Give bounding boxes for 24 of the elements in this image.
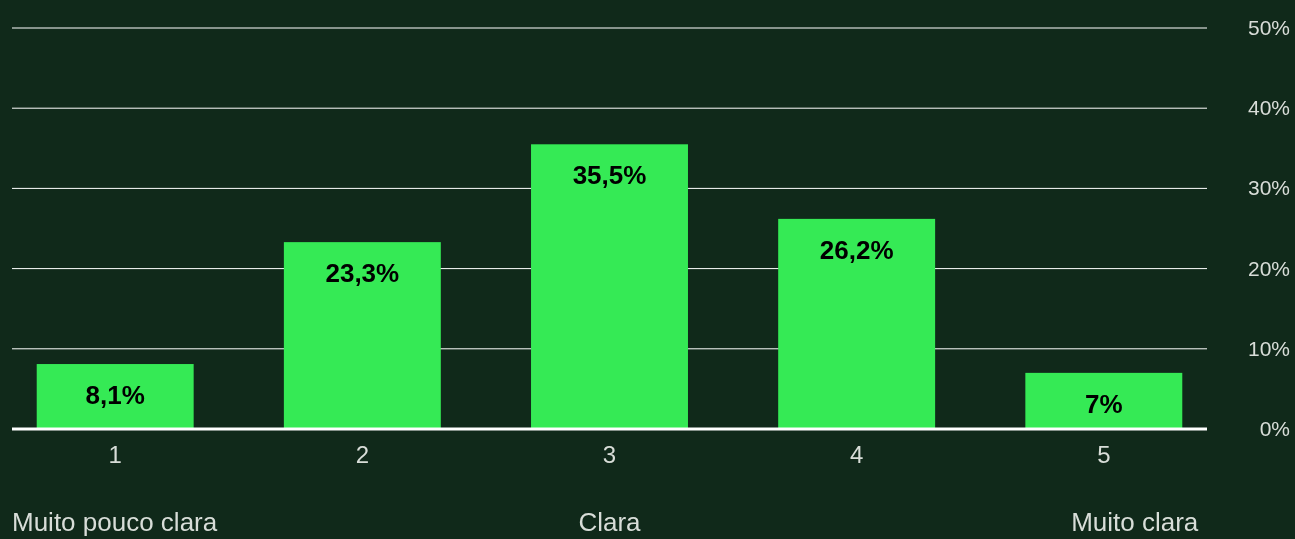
- data-label: 8,1%: [85, 380, 145, 411]
- y-tick-label: 0%: [1259, 417, 1290, 440]
- x-tick-label: 4: [849, 441, 864, 468]
- data-label: 35,5%: [572, 160, 647, 191]
- y-tick-label: 40%: [1247, 96, 1290, 120]
- bar: [531, 144, 688, 429]
- data-label: 7%: [1085, 388, 1123, 419]
- text: Clara: [578, 507, 642, 537]
- text: Muito pouco clara: [12, 507, 218, 537]
- bar: [1025, 372, 1183, 429]
- x-tick-label: 2: [355, 441, 370, 468]
- x-tick-label: 5: [1097, 441, 1111, 468]
- text: Muito clara: [1071, 507, 1199, 537]
- x-tick-label: 1: [108, 441, 122, 468]
- y-tick-label: 10%: [1247, 336, 1290, 360]
- bar: [778, 218, 936, 429]
- bar: [283, 242, 441, 429]
- data-label: 26,2%: [819, 234, 894, 265]
- bar: [36, 364, 194, 429]
- y-tick-label: 50%: [1247, 16, 1290, 39]
- x-tick-label: 3: [602, 441, 617, 468]
- y-tick-label: 20%: [1247, 256, 1290, 280]
- data-label: 23,3%: [325, 258, 400, 289]
- y-tick-label: 30%: [1247, 176, 1290, 200]
